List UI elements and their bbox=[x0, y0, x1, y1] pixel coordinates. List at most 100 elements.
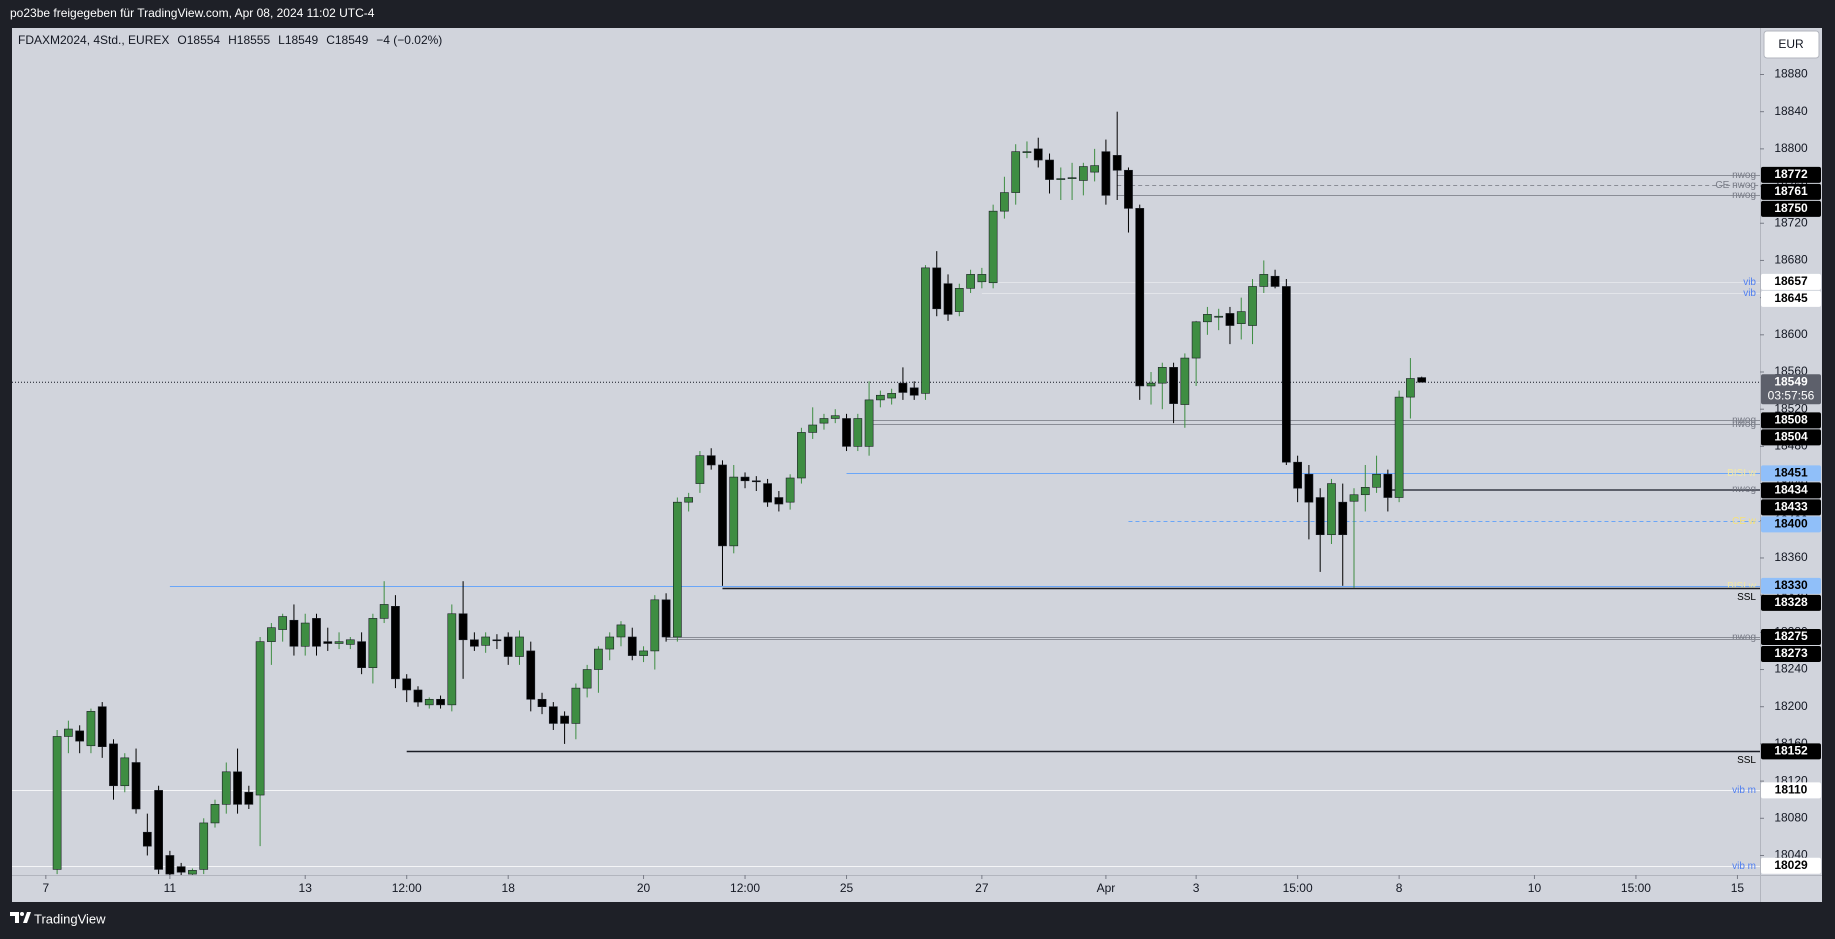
share-header: po23be freigegeben für TradingView.com, … bbox=[10, 6, 375, 20]
candle-body bbox=[797, 432, 806, 479]
price-tag-label: 18434 bbox=[1774, 483, 1808, 497]
candle-body bbox=[560, 715, 569, 724]
candle-body bbox=[1214, 315, 1224, 318]
candle-body bbox=[876, 394, 885, 401]
price-tag-label: 18508 bbox=[1774, 413, 1808, 427]
price-tag bbox=[1761, 183, 1821, 200]
y-tick-label: 18200 bbox=[1774, 699, 1808, 713]
candle-body bbox=[695, 455, 705, 484]
candle-body bbox=[233, 771, 242, 805]
x-tick-label: Apr bbox=[1097, 881, 1116, 895]
candle-body bbox=[1293, 461, 1302, 489]
candle-body bbox=[943, 283, 953, 315]
level-label: nwog bbox=[1732, 419, 1756, 430]
candle-body bbox=[210, 804, 220, 824]
candle-body bbox=[729, 476, 739, 547]
candle-body bbox=[142, 831, 152, 847]
currency-button[interactable] bbox=[1763, 30, 1820, 59]
symbol: FDAXM2024, 4Std., EUREX bbox=[18, 33, 169, 47]
candle-body bbox=[627, 636, 637, 656]
candle-body bbox=[673, 501, 682, 638]
price-tag bbox=[1761, 200, 1821, 217]
ohlc-high: H18555 bbox=[228, 33, 270, 47]
candle-body bbox=[1146, 382, 1156, 387]
candle-body bbox=[1270, 275, 1280, 287]
candle-body bbox=[988, 210, 998, 284]
candle-body bbox=[1033, 148, 1043, 161]
candle-body bbox=[1157, 367, 1167, 384]
candle-body bbox=[785, 477, 795, 503]
candle-body bbox=[1372, 473, 1381, 488]
price-tag bbox=[1761, 482, 1821, 499]
candle-body bbox=[199, 822, 209, 870]
candle-body bbox=[594, 648, 603, 670]
x-tick-label: 15:00 bbox=[1621, 881, 1651, 895]
price-tag bbox=[1761, 628, 1821, 645]
candle-body bbox=[64, 728, 73, 737]
candle-body bbox=[97, 706, 107, 747]
logo-part bbox=[10, 912, 19, 923]
candle-body bbox=[921, 267, 930, 394]
y-tick-label: 18680 bbox=[1774, 253, 1808, 267]
price-tag bbox=[1761, 594, 1821, 611]
price-tags: 18772187611875018657186451854903:57:5618… bbox=[1761, 166, 1821, 874]
level-label: SSL bbox=[1737, 592, 1756, 603]
candle-body bbox=[470, 639, 479, 647]
candle-body bbox=[932, 267, 942, 310]
candle-body bbox=[864, 399, 874, 447]
candle-body bbox=[661, 599, 671, 638]
level-label: CE nwog bbox=[1715, 180, 1756, 191]
candle-body bbox=[255, 641, 265, 796]
y-tick-label: 18880 bbox=[1774, 67, 1808, 81]
level-label: CE w bbox=[1732, 516, 1757, 527]
chart-pane bbox=[12, 28, 1822, 902]
level-label: nwog bbox=[1732, 484, 1756, 495]
candle-body bbox=[774, 497, 784, 505]
ohlc-close: C18549 bbox=[326, 33, 368, 47]
x-tick-label: 12:00 bbox=[392, 881, 422, 895]
candle-body bbox=[1383, 473, 1393, 498]
currency-label[interactable]: EUR bbox=[1778, 37, 1804, 51]
candle-body bbox=[605, 636, 615, 650]
candle-body bbox=[1327, 483, 1336, 536]
price-tag-label: 18152 bbox=[1774, 744, 1808, 758]
candle-body bbox=[300, 622, 310, 647]
price-tag-label: 18275 bbox=[1774, 629, 1808, 643]
candle-body bbox=[639, 650, 648, 656]
candle-body bbox=[1101, 151, 1111, 196]
price-tag-label: 18400 bbox=[1774, 517, 1808, 531]
x-tick-label: 12:00 bbox=[730, 881, 760, 895]
candle-body bbox=[1169, 367, 1178, 404]
candle-body bbox=[424, 698, 434, 706]
price-tag bbox=[1761, 273, 1821, 290]
y-tick-label: 18600 bbox=[1774, 327, 1808, 341]
x-tick-label: 18 bbox=[502, 881, 516, 895]
price-tag bbox=[1761, 516, 1821, 533]
candle-body bbox=[1281, 286, 1291, 463]
x-tick-label: 13 bbox=[299, 881, 313, 895]
y-tick-label: 18840 bbox=[1774, 104, 1808, 118]
price-tag bbox=[1761, 499, 1821, 516]
candle-body bbox=[368, 618, 378, 668]
price-tag-label: 18451 bbox=[1774, 466, 1808, 480]
price-tag bbox=[1761, 645, 1821, 662]
candle-body bbox=[1135, 208, 1145, 387]
candle-body bbox=[1056, 178, 1066, 180]
price-tag bbox=[1761, 166, 1821, 183]
x-tick-label: 20 bbox=[637, 881, 651, 895]
candle-body bbox=[289, 619, 299, 647]
candle-body bbox=[1067, 177, 1077, 179]
price-tag-label: 18110 bbox=[1775, 783, 1808, 797]
candle-body bbox=[52, 736, 62, 870]
candle-body bbox=[819, 418, 829, 424]
price-tag-label: 18330 bbox=[1774, 578, 1808, 592]
candle-body bbox=[1360, 486, 1370, 496]
candle-body bbox=[1022, 151, 1032, 153]
candle-body bbox=[413, 689, 423, 703]
candle-body bbox=[131, 762, 141, 810]
x-tick-label: 10 bbox=[1528, 881, 1542, 895]
price-tag bbox=[1761, 743, 1821, 760]
y-tick-label: 18360 bbox=[1774, 550, 1808, 564]
y-tick-label: 18800 bbox=[1774, 141, 1808, 155]
